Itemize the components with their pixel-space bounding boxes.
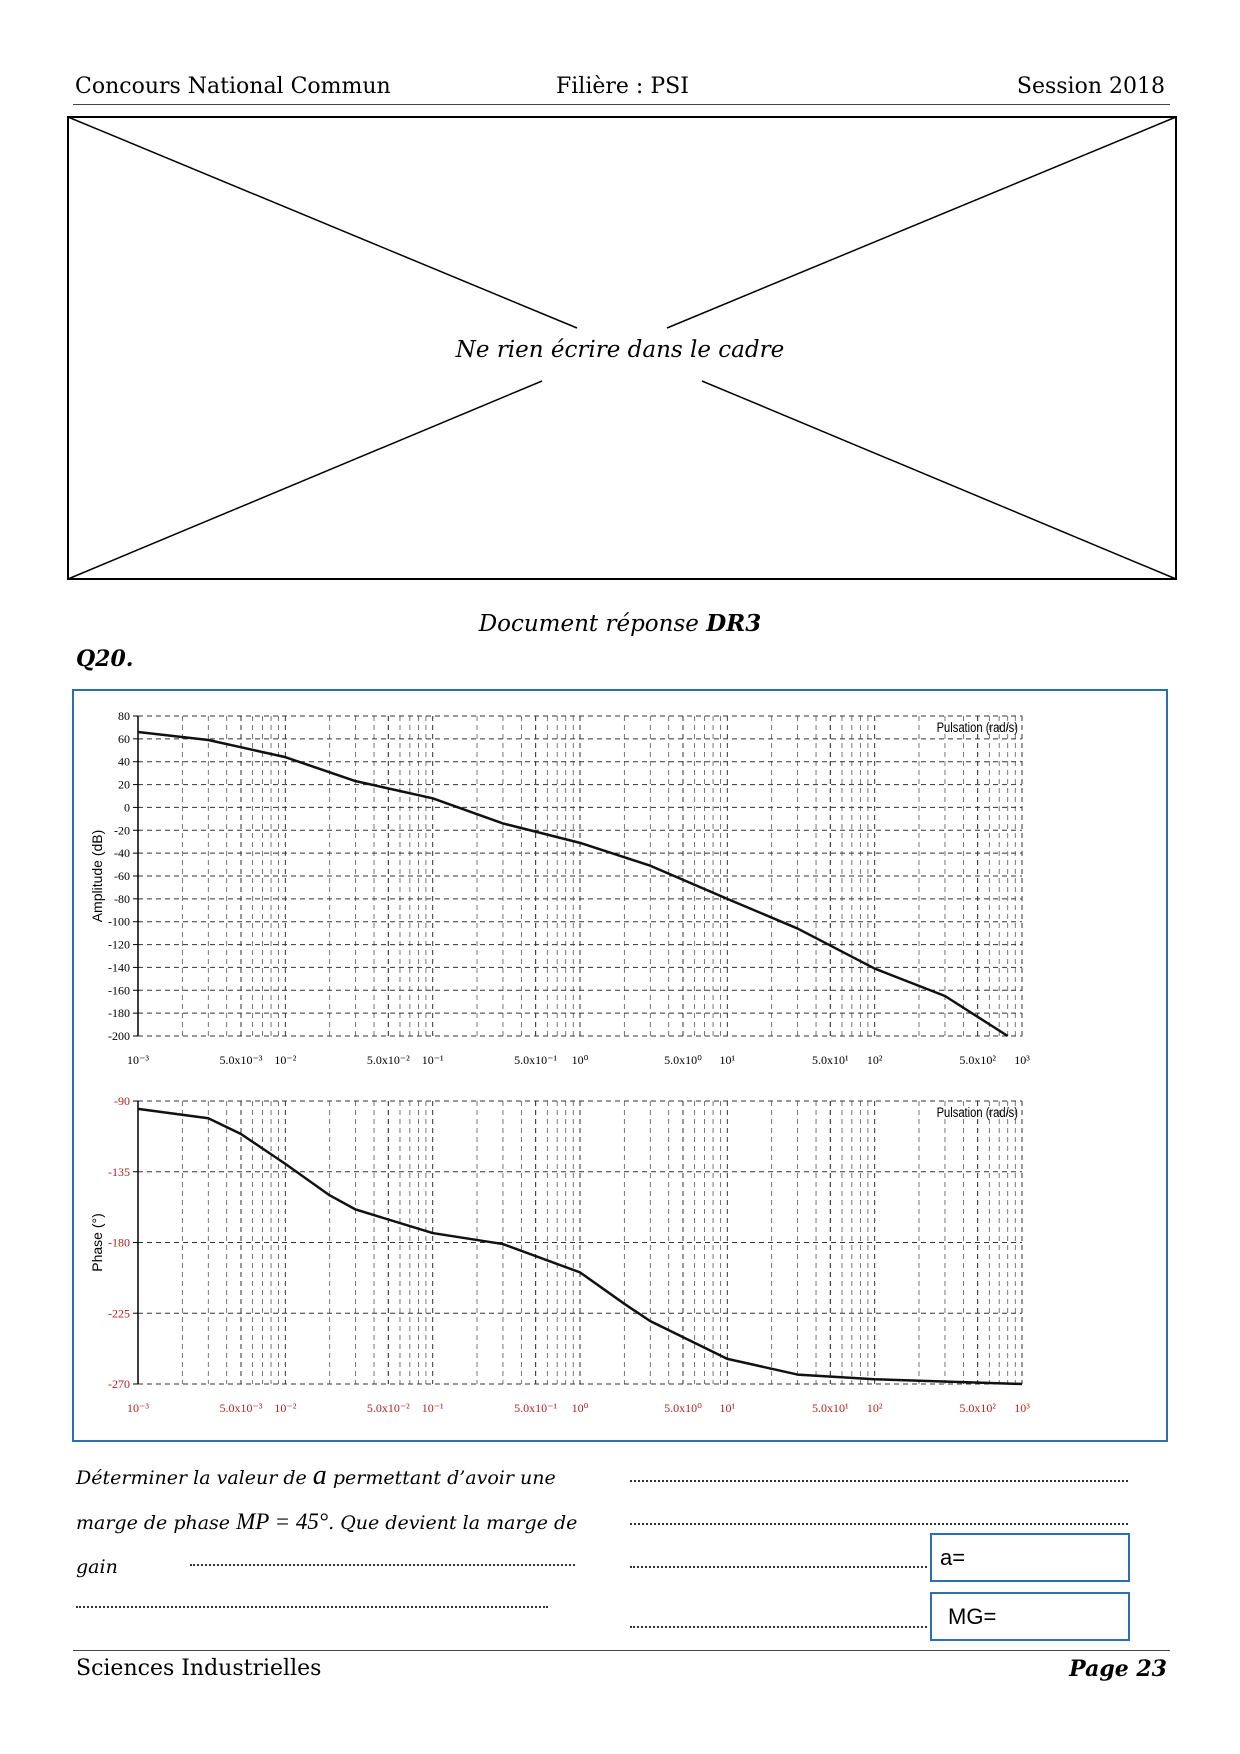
x-tick-label: 10⁻¹ xyxy=(422,1401,444,1415)
answer-line xyxy=(630,1480,1128,1482)
curve xyxy=(137,1107,1023,1386)
y-tick-label: -160 xyxy=(108,983,130,997)
y-tick-label: -120 xyxy=(108,938,130,952)
frame-note: Ne rien écrire dans le cadre xyxy=(455,337,785,363)
annotation: Pulsation (rad/s) xyxy=(937,720,1018,735)
answer-line xyxy=(76,1606,548,1608)
x-tick-label: 10⁻² xyxy=(274,1053,296,1067)
y-tick-label: 60 xyxy=(118,732,130,746)
y-tick-label: -135 xyxy=(108,1165,130,1179)
question-text: Déterminer la valeur de a permettant d’a… xyxy=(76,1454,616,1589)
answer-line xyxy=(630,1566,927,1568)
y-tick-label: -180 xyxy=(108,1236,130,1250)
y-tick-label: -140 xyxy=(108,960,130,974)
x-tick-label: 5.0x10⁻² xyxy=(367,1401,410,1415)
answer-line xyxy=(190,1564,575,1566)
x-tick-label: 10¹ xyxy=(720,1401,736,1415)
x-tick-label: 5.0x10⁰ xyxy=(664,1401,702,1415)
x-tick-label: 10² xyxy=(867,1053,883,1067)
answer-box-mg[interactable]: MG= xyxy=(930,1592,1130,1641)
document-title-prefix: Document réponse xyxy=(478,611,699,637)
y-tick-label: -270 xyxy=(108,1377,130,1391)
y-tick-label: -225 xyxy=(108,1306,130,1320)
y-tick-label: -80 xyxy=(114,892,130,906)
x-tick-label: 10³ xyxy=(1014,1053,1030,1067)
y-tick-label: 0 xyxy=(124,800,130,814)
answer-line xyxy=(630,1523,1128,1525)
y-axis-label: Amplitude (dB) xyxy=(89,830,105,923)
question-text-1: Déterminer la valeur de xyxy=(76,1467,307,1489)
footer-rule xyxy=(73,1650,1170,1651)
x-tick-label: 10⁰ xyxy=(572,1053,589,1067)
answer-box-a[interactable]: a= xyxy=(930,1533,1130,1582)
x-tick-label: 5.0x10² xyxy=(959,1053,996,1067)
x-tick-label: 10² xyxy=(867,1401,883,1415)
header-rule xyxy=(73,104,1170,105)
formula: MP = 45° xyxy=(236,1509,329,1534)
y-tick-label: -60 xyxy=(114,869,130,883)
y-tick-label: 40 xyxy=(118,755,130,769)
x-tick-label: 10⁻² xyxy=(274,1401,296,1415)
y-tick-label: -20 xyxy=(114,823,130,837)
x-tick-label: 5.0x10⁻³ xyxy=(220,1401,263,1415)
x-tick-label: 5.0x10⁻² xyxy=(367,1053,410,1067)
variable: a xyxy=(312,1460,327,1491)
x-tick-label: 5.0x10¹ xyxy=(812,1053,849,1067)
x-tick-label: 5.0x10⁻¹ xyxy=(514,1401,557,1415)
bode-plots: 10⁻³ 5.0x10⁻³ 10⁻² 5.0x10⁻² 10⁻¹ 5.0x10⁻¹ 10⁰ 5… xyxy=(72,689,1168,1442)
header-right: Session 2018 xyxy=(1016,74,1165,99)
x-tick-label: 10⁰ xyxy=(572,1401,589,1415)
x-tick-label: 10⁻³ xyxy=(127,1401,149,1415)
x-tick-label: 10³ xyxy=(1014,1401,1030,1415)
question-text-3: . Que devient la marge de gain xyxy=(76,1512,578,1578)
x-tick-label: 10⁻³ xyxy=(127,1053,149,1067)
y-tick-label: -180 xyxy=(108,1006,130,1020)
x-tick-label: 5.0x10⁻³ xyxy=(220,1053,263,1067)
document-title: Document réponse DR3 xyxy=(0,610,1240,637)
footer-right: Page 23 xyxy=(1069,1656,1167,1682)
y-tick-label: 20 xyxy=(118,778,130,792)
y-tick-label: -200 xyxy=(108,1029,130,1043)
x-tick-label: 5.0x10⁻¹ xyxy=(514,1053,557,1067)
answer-line xyxy=(630,1626,927,1628)
x-tick-label: 10⁻¹ xyxy=(422,1053,444,1067)
question-number: Q20. xyxy=(76,646,134,672)
x-tick-label: 5.0x10¹ xyxy=(812,1401,849,1415)
y-tick-label: -100 xyxy=(108,915,130,929)
x-tick-label: 10¹ xyxy=(720,1053,736,1067)
y-axis-label: Phase (°) xyxy=(89,1213,105,1272)
x-tick-label: 5.0x10⁰ xyxy=(664,1053,702,1067)
annotation: Pulsation (rad/s) xyxy=(937,1105,1018,1120)
header-center: Filière : PSI xyxy=(556,74,689,99)
document-code: DR3 xyxy=(706,610,762,637)
curve xyxy=(137,730,1009,1038)
x-tick-label: 5.0x10² xyxy=(959,1401,996,1415)
header-left: Concours National Commun xyxy=(75,74,391,99)
reserved-frame xyxy=(67,116,1177,580)
y-tick-label: -40 xyxy=(114,846,130,860)
y-tick-label: 80 xyxy=(118,709,130,723)
y-tick-label: -90 xyxy=(114,1094,130,1108)
question-text-2: permettant d’avoir une marge de phase xyxy=(76,1467,556,1534)
footer-left: Sciences Industrielles xyxy=(76,1656,322,1681)
